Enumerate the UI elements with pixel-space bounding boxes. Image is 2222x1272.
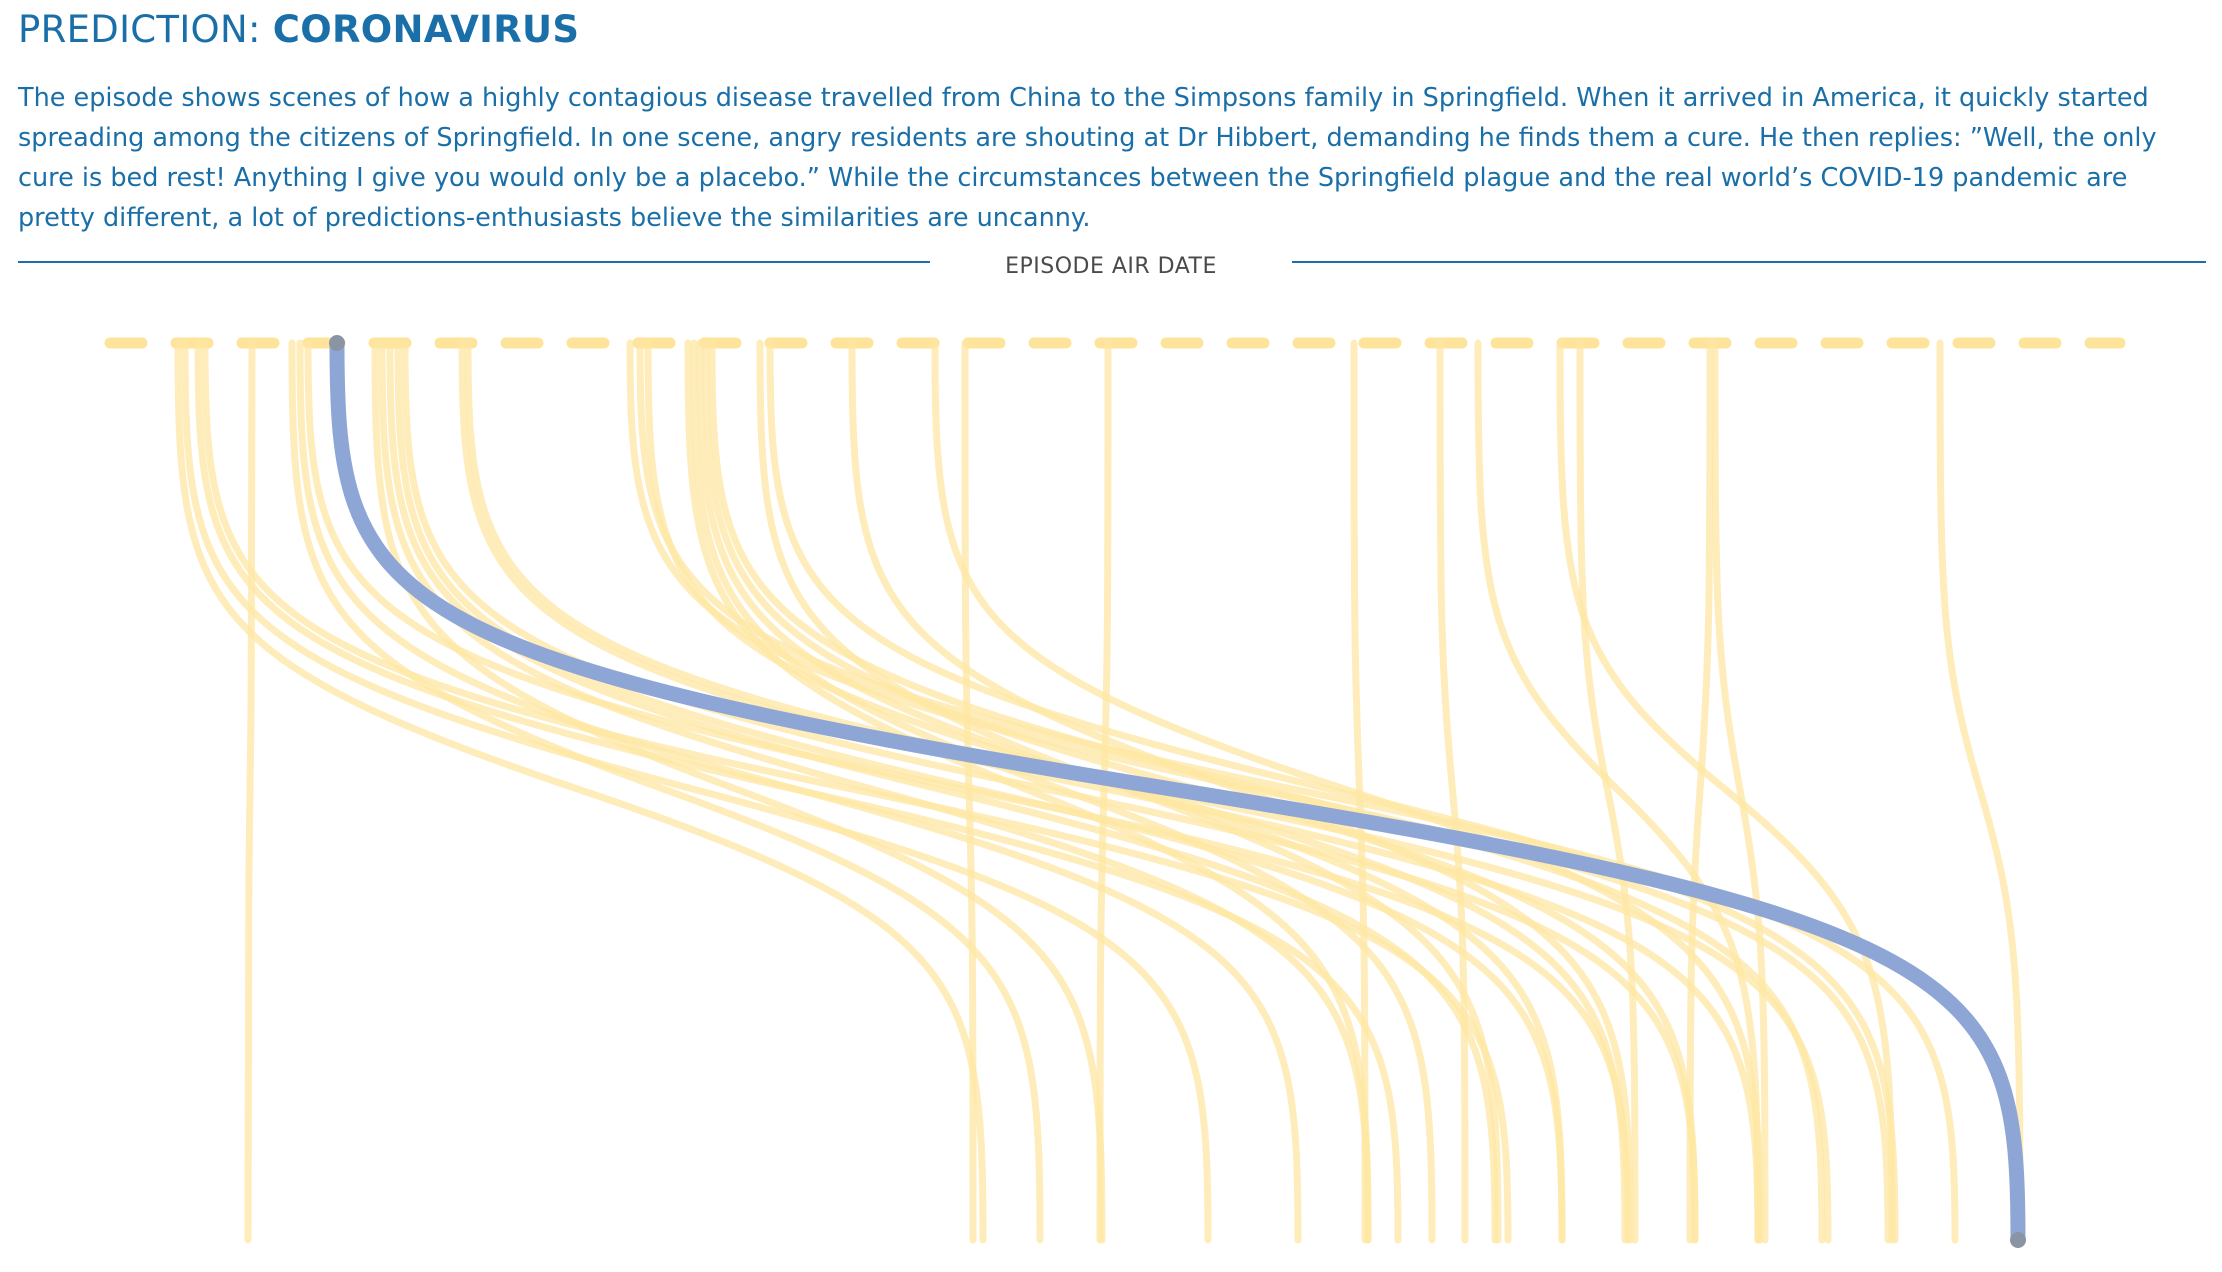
title-prediction-name: CORONAVIRUS [272, 8, 580, 51]
episode-line-0 [174, 339, 987, 1244]
episode-line-24 [766, 339, 1899, 1244]
episode-line-26 [931, 339, 1764, 1244]
episode-line-9 [378, 339, 1372, 1244]
episode-line-5 [288, 339, 1044, 1244]
episode-line-34 [1686, 339, 1714, 1244]
episode-line-23 [756, 339, 1502, 1244]
episode-line-35 [1711, 339, 1769, 1244]
episode-line-28 [1096, 339, 1112, 1244]
axis-title: EPISODE AIR DATE [1005, 254, 1217, 279]
episode-line-27 [961, 339, 977, 1244]
highlight-start-cap [329, 335, 345, 351]
highlight-end-cap [2010, 1232, 2026, 1248]
episode-line-12 [401, 339, 1699, 1244]
episode-line-18 [684, 339, 1372, 1244]
episode-line-11 [394, 339, 1566, 1244]
episode-line-30 [1436, 339, 1469, 1244]
episode-line-32 [1556, 339, 1896, 1244]
episode-line-22 [708, 339, 1826, 1244]
title-prefix: PREDICTION: [18, 8, 273, 51]
episode-line-19 [690, 339, 1436, 1244]
coronavirus-episode-line[interactable] [329, 335, 2026, 1248]
air-date-flow-chart [104, 335, 2126, 1248]
episode-line-4 [244, 339, 256, 1244]
episode-description: The episode shows scenes of how a highly… [18, 83, 2157, 233]
episode-line-25 [848, 339, 1634, 1244]
axis-rule-right [1292, 261, 2206, 263]
page-title: PREDICTION: CORONAVIRUS [18, 8, 579, 51]
axis-rule-left [18, 261, 930, 263]
highlight-line-group [329, 335, 2026, 1248]
episode-lines [174, 339, 2024, 1244]
episode-line-8 [371, 339, 1106, 1244]
episode-line-36 [1936, 339, 2024, 1244]
episode-line-33 [1576, 339, 1639, 1244]
episode-line-10 [386, 339, 1499, 1244]
episode-line-1 [181, 339, 1212, 1244]
episode-line-31 [1474, 339, 1762, 1244]
episode-line-29 [1350, 339, 1369, 1244]
episode-line-6 [296, 339, 1302, 1244]
episode-line-13 [458, 339, 1762, 1244]
